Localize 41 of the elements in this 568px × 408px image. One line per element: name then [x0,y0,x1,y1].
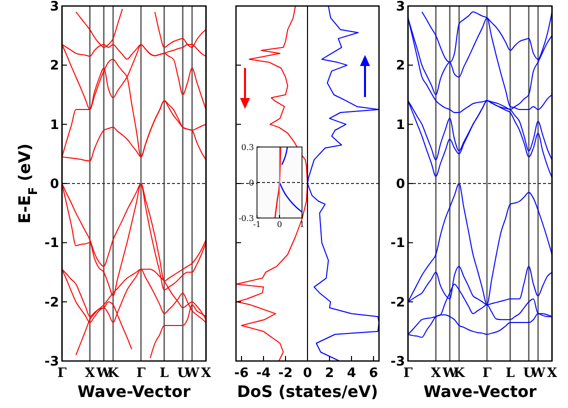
x-tick-label: -6 [234,366,249,381]
x-tick-label: 0 [302,366,312,381]
x-axis-title: DoS (states/eV) [236,382,378,401]
y-tick-label: -1 [390,236,405,252]
x-tick-label: K [453,366,466,381]
y-tick-label: 0.3 [241,142,254,152]
x-tick-label: Γ [57,366,68,381]
x-tick-label: X [84,366,96,381]
y-tick-label: 3 [396,0,405,15]
y-tick-label: 1 [396,118,405,133]
y-tick-label: 2 [396,58,405,74]
x-tick-label: -4 [256,366,271,381]
y-tick-label: 3 [50,0,59,15]
y-tick-label: -3 [390,354,405,370]
x-tick-label: 1 [299,220,305,229]
y-tick-label: -1 [44,236,59,252]
x-tick-label: -1 [253,220,261,229]
x-tick-label: X [430,366,442,381]
x-axis-title: Wave-Vector [423,382,537,401]
x-axis-title: Wave-Vector [77,382,191,401]
y-tick-label: 0 [50,177,59,192]
y-tick-label: 0 [396,177,405,192]
x-tick-label: -2 [278,366,293,381]
x-tick-label: Γ [482,366,492,381]
x-tick-label: 0 [276,220,282,229]
y-tick-label: -3 [44,354,59,370]
x-tick-label: Γ [403,366,414,381]
x-tick-label: 2 [324,366,334,381]
x-tick-label: L [506,366,515,381]
x-tick-label: Γ [136,366,146,381]
y-tick-label: 2 [50,58,59,74]
x-tick-label: L [160,366,169,381]
x-tick-label: K [107,366,120,381]
x-tick-label: 6 [368,366,378,381]
x-tick-label: X [200,366,212,381]
y-tick-label: -2 [44,295,59,310]
x-tick-label: 4 [346,366,356,381]
x-tick-label: X [546,366,558,381]
y-tick-label: 1 [50,118,59,133]
y-tick-label: -0.3 [238,214,254,223]
y-tick-label: -2 [390,295,405,310]
